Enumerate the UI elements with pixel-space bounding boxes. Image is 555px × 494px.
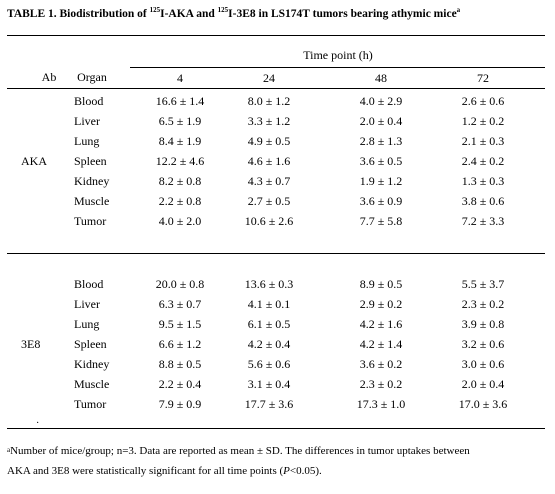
organ-label: Muscle xyxy=(74,377,109,392)
table-cell-value: 10.6 ± 2.6 xyxy=(245,214,294,229)
column-header-ab: Ab xyxy=(42,70,57,85)
group-separator-rule xyxy=(7,253,545,254)
table-cell-value: 4.0 ± 2.0 xyxy=(159,214,202,229)
table-cell-value: 3.6 ± 0.2 xyxy=(360,357,403,372)
table-cell-value: 7.9 ± 0.9 xyxy=(159,397,202,412)
table-cell-value: 3.9 ± 0.8 xyxy=(462,317,505,332)
top-rule xyxy=(7,35,545,36)
table-cell-value: 2.0 ± 0.4 xyxy=(462,377,505,392)
antibody-label: 3E8 xyxy=(21,337,40,352)
table-cell-value: 8.0 ± 1.2 xyxy=(248,94,291,109)
table-cell-value: 3.6 ± 0.5 xyxy=(360,154,403,169)
organ-label: Spleen xyxy=(74,154,107,169)
table-cell-value: 1.9 ± 1.2 xyxy=(360,174,403,189)
header-bottom-rule xyxy=(7,88,545,89)
table-cell-value: 2.2 ± 0.8 xyxy=(159,194,202,209)
antibody-label: AKA xyxy=(21,154,47,169)
table-cell-value: 8.8 ± 0.5 xyxy=(159,357,202,372)
organ-label: Blood xyxy=(74,277,103,292)
table-cell-value: 2.4 ± 0.2 xyxy=(462,154,505,169)
column-header-time: 72 xyxy=(477,71,489,86)
table-cell-value: 4.3 ± 0.7 xyxy=(248,174,291,189)
table-title: TABLE 1. Biodistribution of 125I-AKA and… xyxy=(7,8,460,20)
table-cell-value: 4.6 ± 1.6 xyxy=(248,154,291,169)
stray-dot: · xyxy=(36,418,39,429)
column-header-time: 4 xyxy=(177,71,183,86)
table-cell-value: 3.3 ± 1.2 xyxy=(248,114,291,129)
table-cell-value: 2.3 ± 0.2 xyxy=(462,297,505,312)
column-header-time: 48 xyxy=(375,71,387,86)
table-cell-value: 5.5 ± 3.7 xyxy=(462,277,505,292)
table-cell-value: 4.1 ± 0.1 xyxy=(248,297,291,312)
organ-label: Kidney xyxy=(74,357,109,372)
table-cell-value: 3.1 ± 0.4 xyxy=(248,377,291,392)
table-cell-value: 2.0 ± 0.4 xyxy=(360,114,403,129)
table-cell-value: 4.2 ± 1.6 xyxy=(360,317,403,332)
table-cell-value: 6.1 ± 0.5 xyxy=(248,317,291,332)
table-cell-value: 12.2 ± 4.6 xyxy=(156,154,205,169)
organ-label: Lung xyxy=(74,134,99,149)
table-cell-value: 8.9 ± 0.5 xyxy=(360,277,403,292)
table-cell-value: 6.6 ± 1.2 xyxy=(159,337,202,352)
footnote-line-2: AKA and 3E8 were statistically significa… xyxy=(7,461,547,481)
footnote-line-1: aNumber of mice/group; n=3. Data are rep… xyxy=(7,441,547,461)
table-cell-value: 16.6 ± 1.4 xyxy=(156,94,205,109)
table-cell-value: 2.8 ± 1.3 xyxy=(360,134,403,149)
timepoint-group-label: Time point (h) xyxy=(303,48,373,63)
table-cell-value: 3.8 ± 0.6 xyxy=(462,194,505,209)
organ-label: Tumor xyxy=(74,397,106,412)
table-cell-value: 2.7 ± 0.5 xyxy=(248,194,291,209)
table-cell-value: 3.2 ± 0.6 xyxy=(462,337,505,352)
organ-label: Spleen xyxy=(74,337,107,352)
organ-label: Tumor xyxy=(74,214,106,229)
table-cell-value: 17.0 ± 3.6 xyxy=(459,397,508,412)
table-cell-value: 17.7 ± 3.6 xyxy=(245,397,294,412)
organ-label: Kidney xyxy=(74,174,109,189)
table-cell-value: 4.9 ± 0.5 xyxy=(248,134,291,149)
organ-label: Muscle xyxy=(74,194,109,209)
organ-label: Blood xyxy=(74,94,103,109)
table-cell-value: 2.9 ± 0.2 xyxy=(360,297,403,312)
table-cell-value: 7.2 ± 3.3 xyxy=(462,214,505,229)
table-cell-value: 4.2 ± 0.4 xyxy=(248,337,291,352)
table-cell-value: 6.5 ± 1.9 xyxy=(159,114,202,129)
table-cell-value: 3.0 ± 0.6 xyxy=(462,357,505,372)
table-cell-value: 4.2 ± 1.4 xyxy=(360,337,403,352)
table-cell-value: 9.5 ± 1.5 xyxy=(159,317,202,332)
timepoint-rule xyxy=(130,67,545,68)
table-cell-value: 1.2 ± 0.2 xyxy=(462,114,505,129)
table-cell-value: 4.0 ± 2.9 xyxy=(360,94,403,109)
table-cell-value: 2.1 ± 0.3 xyxy=(462,134,505,149)
table-cell-value: 2.2 ± 0.4 xyxy=(159,377,202,392)
table-cell-value: 6.3 ± 0.7 xyxy=(159,297,202,312)
table-cell-value: 13.6 ± 0.3 xyxy=(245,277,294,292)
table-cell-value: 3.6 ± 0.9 xyxy=(360,194,403,209)
table-cell-value: 7.7 ± 5.8 xyxy=(360,214,403,229)
organ-label: Liver xyxy=(74,297,100,312)
column-header-organ: Organ xyxy=(77,70,107,85)
column-header-time: 24 xyxy=(263,71,275,86)
table-cell-value: 20.0 ± 0.8 xyxy=(156,277,205,292)
table-cell-value: 1.3 ± 0.3 xyxy=(462,174,505,189)
table-cell-value: 2.3 ± 0.2 xyxy=(360,377,403,392)
table-cell-value: 17.3 ± 1.0 xyxy=(357,397,406,412)
footnote: aNumber of mice/group; n=3. Data are rep… xyxy=(7,441,547,481)
table-cell-value: 2.6 ± 0.6 xyxy=(462,94,505,109)
table-cell-value: 8.2 ± 0.8 xyxy=(159,174,202,189)
table-cell-value: 8.4 ± 1.9 xyxy=(159,134,202,149)
organ-label: Liver xyxy=(74,114,100,129)
organ-label: Lung xyxy=(74,317,99,332)
table-bottom-rule xyxy=(7,428,545,429)
table-cell-value: 5.6 ± 0.6 xyxy=(248,357,291,372)
